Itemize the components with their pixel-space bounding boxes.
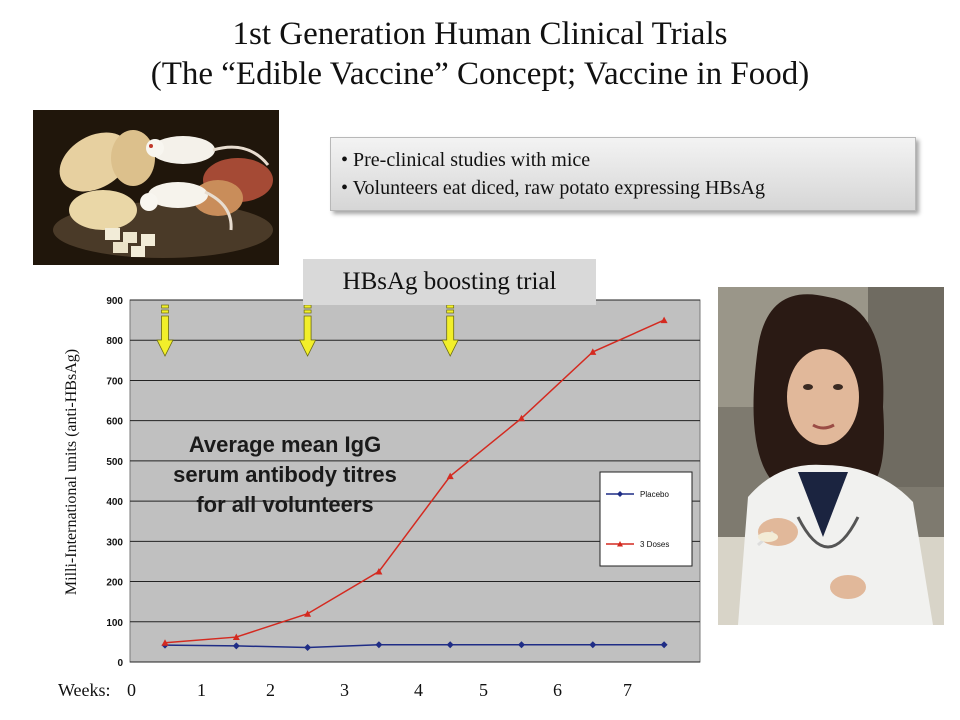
- y-tick-label: 500: [106, 457, 123, 468]
- chart-annotation: Average mean IgG serum antibody titres f…: [130, 430, 440, 520]
- data-point: [660, 316, 668, 324]
- data-point: [375, 568, 383, 575]
- weeks-prefix: Weeks:: [58, 680, 111, 700]
- week-label: 1: [197, 680, 206, 700]
- annotation-line: for all volunteers: [196, 492, 374, 517]
- week-label: 6: [553, 680, 562, 700]
- annotation-line: serum antibody titres: [173, 462, 397, 487]
- y-tick-label: 0: [117, 658, 123, 669]
- week-label: 4: [414, 680, 423, 700]
- title-line-1: 1st Generation Human Clinical Trials: [232, 16, 728, 52]
- data-point: [446, 641, 454, 649]
- data-point: [589, 641, 597, 649]
- data-point: [375, 641, 383, 649]
- y-tick-label: 600: [106, 417, 123, 428]
- data-point: [518, 641, 525, 649]
- data-point: [232, 642, 240, 650]
- title-line-2: (The “Edible Vaccine” Concept; Vaccine i…: [150, 56, 810, 92]
- data-point: [232, 633, 240, 641]
- data-point: [304, 644, 312, 652]
- legend-label: Placebo: [640, 490, 669, 499]
- legend-marker: [617, 541, 623, 547]
- data-point: [660, 641, 668, 649]
- y-tick-label: 700: [106, 376, 123, 387]
- y-tick-label: 800: [106, 336, 123, 347]
- slide-title: 1st Generation Human Clinical Trials (Th…: [0, 14, 960, 94]
- bullet-item: • Pre-clinical studies with mice: [341, 149, 591, 171]
- bullet-box: • Pre-clinical studies with mice • Volun…: [330, 137, 916, 211]
- legend-marker: [617, 491, 623, 497]
- data-point: [589, 348, 597, 355]
- annotation-line: Average mean IgG: [188, 432, 382, 457]
- dose-arrow: [156, 304, 174, 357]
- week-label: 7: [623, 680, 632, 700]
- y-tick-label: 100: [106, 618, 123, 629]
- trial-label: HBsAg boosting trial: [303, 259, 596, 305]
- bullet-item: • Volunteers eat diced, raw potato expre…: [341, 177, 765, 199]
- y-tick-label: 400: [106, 497, 123, 508]
- volunteer-eating-photo: [718, 287, 944, 625]
- y-tick-label: 900: [106, 296, 123, 307]
- week-label: 2: [266, 680, 275, 700]
- week-label: 5: [479, 680, 488, 700]
- dose-arrow: [441, 304, 459, 357]
- data-point: [161, 639, 169, 646]
- y-axis-label: Milli-International units (anti-HBsAg): [63, 348, 80, 596]
- data-point: [304, 610, 312, 617]
- y-tick-label: 300: [106, 537, 123, 548]
- series-line-3-doses: [164, 319, 665, 644]
- dose-arrow: [298, 304, 317, 357]
- data-point: [446, 472, 454, 480]
- week-label: 0: [127, 680, 136, 700]
- week-label: 3: [340, 680, 349, 700]
- legend: [599, 471, 693, 567]
- data-point: [518, 414, 525, 422]
- y-tick-label: 200: [106, 578, 123, 589]
- series-line-placebo: [164, 643, 665, 649]
- legend-label: 3 Doses: [640, 540, 669, 549]
- mice-with-potatoes-photo: [33, 110, 279, 265]
